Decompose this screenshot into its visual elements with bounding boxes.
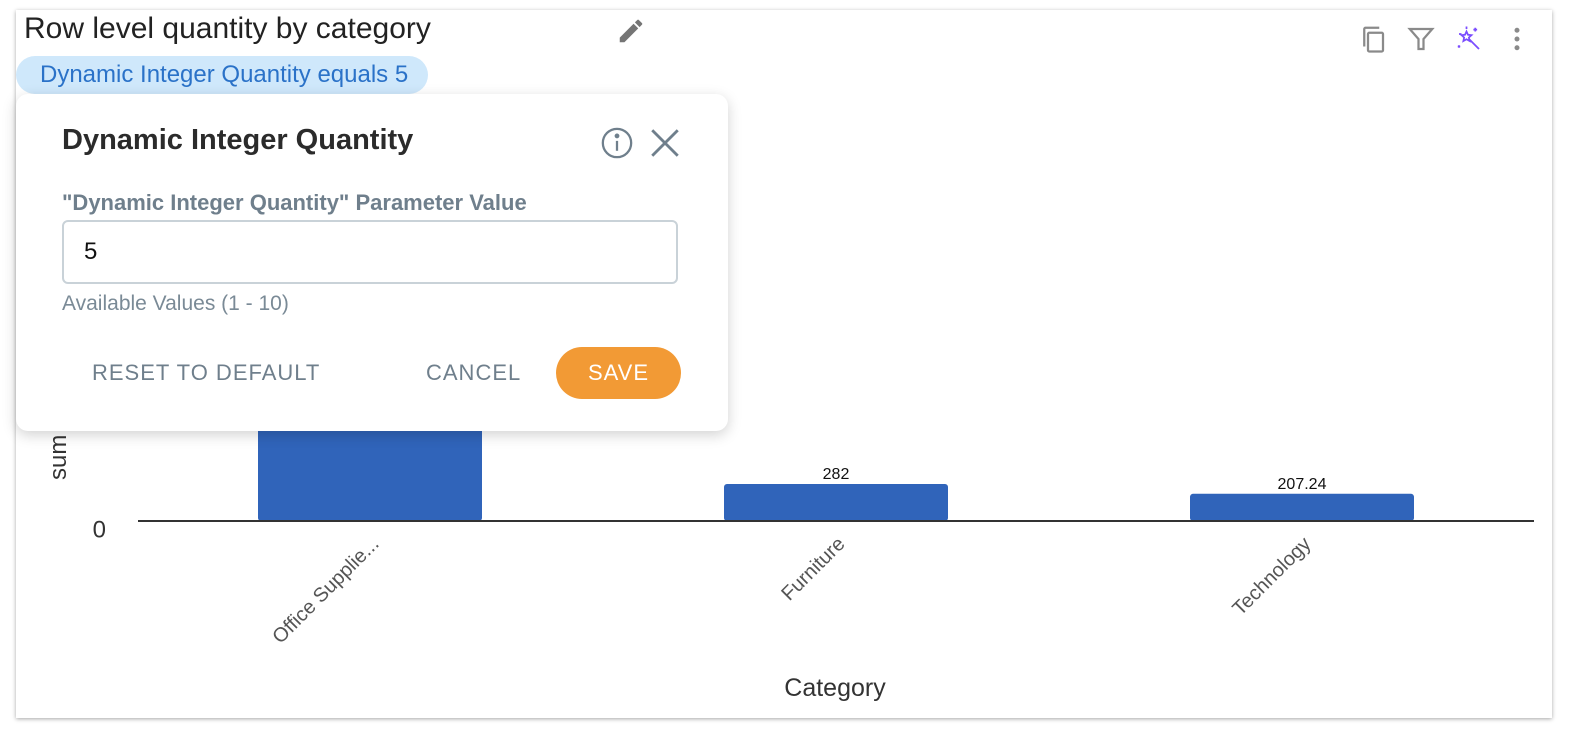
copy-icon[interactable]: [1358, 24, 1388, 54]
filter-icon[interactable]: [1406, 24, 1436, 54]
more-vertical-icon[interactable]: [1502, 24, 1532, 54]
data-label-1: 282: [823, 466, 850, 483]
parameter-popup: Dynamic Integer Quantity "Dynamic Intege…: [16, 94, 728, 431]
y-axis-label: sum: [45, 435, 72, 480]
x-tick-label-1: Furniture: [777, 533, 849, 605]
x-tick-label-0: Office Supplie...: [268, 533, 383, 648]
bar-2[interactable]: [1190, 493, 1414, 521]
magic-wand-icon[interactable]: [1454, 24, 1484, 54]
y-tick-0: 0: [93, 516, 106, 543]
close-icon[interactable]: [648, 126, 682, 160]
parameter-value-label: "Dynamic Integer Quantity" Parameter Val…: [62, 190, 527, 215]
info-icon[interactable]: [600, 126, 634, 160]
cancel-button[interactable]: CANCEL: [426, 347, 521, 399]
data-label-2: 207.24: [1278, 476, 1327, 493]
save-button[interactable]: SAVE: [556, 347, 681, 399]
widget-toolbar: [1358, 24, 1532, 54]
popup-title: Dynamic Integer Quantity: [62, 124, 414, 156]
filter-chip[interactable]: Dynamic Integer Quantity equals 5: [16, 56, 429, 94]
x-axis-label: Category: [784, 674, 886, 702]
x-tick-label-2: Technology: [1228, 533, 1315, 620]
available-values-hint: Available Values (1 - 10): [62, 292, 289, 315]
widget-title: Row level quantity by category: [24, 12, 431, 45]
reset-to-default-button[interactable]: RESET TO DEFAULT: [92, 347, 320, 399]
bar-1[interactable]: [724, 484, 948, 521]
parameter-value-input[interactable]: [62, 220, 678, 284]
edit-pencil-icon[interactable]: [616, 16, 646, 46]
